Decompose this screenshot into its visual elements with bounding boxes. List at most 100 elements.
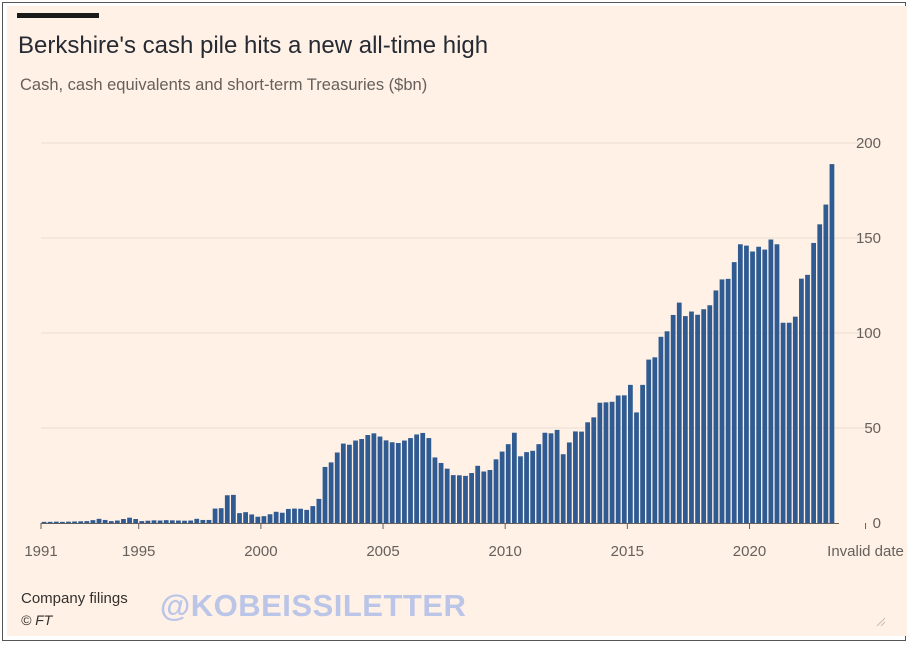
bar xyxy=(395,443,401,523)
bar xyxy=(511,432,517,523)
bar xyxy=(347,444,352,523)
bar xyxy=(90,520,96,523)
bar xyxy=(603,402,609,523)
y-tick-label: 50 xyxy=(864,420,881,437)
bar xyxy=(292,508,297,523)
bar xyxy=(304,509,310,523)
bar xyxy=(786,322,792,523)
bar xyxy=(127,517,132,523)
bar xyxy=(157,520,163,523)
bar xyxy=(432,457,438,523)
bar xyxy=(621,395,627,523)
bar xyxy=(340,443,346,523)
bar xyxy=(701,309,707,523)
bar xyxy=(805,274,810,523)
bar xyxy=(414,434,420,523)
bar xyxy=(66,521,71,523)
x-tick-label: 2000 xyxy=(244,543,277,560)
bar xyxy=(554,429,560,523)
chart-subtitle: Cash, cash equivalents and short-term Tr… xyxy=(20,76,428,94)
bar xyxy=(237,513,242,523)
bar xyxy=(713,290,719,523)
bar xyxy=(133,519,139,523)
bar xyxy=(652,357,658,523)
bar xyxy=(188,520,194,523)
bar xyxy=(548,433,554,523)
bar xyxy=(609,401,615,523)
bar xyxy=(518,456,523,523)
bar xyxy=(823,204,829,523)
bar xyxy=(255,516,261,523)
bar xyxy=(371,433,377,523)
bar xyxy=(670,314,676,523)
bar xyxy=(328,462,334,523)
axes: 0 50 100 150 200 1991 1995 2000 2005 2010 2015 2020… xyxy=(24,135,904,560)
bar xyxy=(750,251,755,524)
bar xyxy=(499,451,505,523)
bar xyxy=(408,438,413,523)
bar xyxy=(444,468,450,523)
x-tick-label: 2015 xyxy=(611,543,644,560)
bar xyxy=(615,395,621,523)
bar xyxy=(273,511,279,523)
bar xyxy=(310,506,316,523)
bar xyxy=(658,336,664,523)
resize-corner-icon xyxy=(876,617,885,626)
bar xyxy=(224,495,230,523)
bar xyxy=(218,508,224,523)
bar xyxy=(102,519,108,523)
bar xyxy=(664,331,670,523)
bar xyxy=(267,514,273,523)
gridlines xyxy=(41,142,877,429)
y-tick-label: 0 xyxy=(873,515,881,532)
y-tick-label: 150 xyxy=(856,230,881,247)
bar xyxy=(59,521,65,523)
bar xyxy=(182,520,187,523)
x-tick-label: 1995 xyxy=(122,543,155,560)
bar xyxy=(72,521,77,523)
bar xyxy=(799,278,804,523)
bar xyxy=(114,520,120,523)
bar xyxy=(121,519,126,523)
bar xyxy=(359,439,365,523)
bar xyxy=(792,316,798,523)
bar-chart: 0 50 100 150 200 1991 1995 2000 2005 2010 2015 2020… xyxy=(24,135,904,560)
bar xyxy=(243,512,248,523)
bar xyxy=(579,431,584,523)
bar xyxy=(96,518,102,523)
bar xyxy=(646,359,652,523)
bar xyxy=(151,520,157,523)
bar xyxy=(731,262,737,523)
bar xyxy=(176,520,181,523)
bar xyxy=(676,302,682,523)
bar xyxy=(145,520,151,523)
bar xyxy=(389,442,395,523)
bar xyxy=(108,521,114,523)
bar xyxy=(334,452,340,523)
bar xyxy=(597,402,603,523)
header-rule xyxy=(17,13,99,18)
bar xyxy=(84,521,90,523)
bar xyxy=(200,519,206,523)
x-tick-label: 2020 xyxy=(733,543,766,560)
bar xyxy=(365,435,371,523)
bar xyxy=(463,475,468,523)
bar xyxy=(53,521,59,523)
bar xyxy=(316,498,322,523)
bar xyxy=(249,514,255,523)
bar xyxy=(475,465,481,523)
bar xyxy=(47,521,53,523)
bar xyxy=(560,454,566,523)
bar xyxy=(139,521,145,523)
bar xyxy=(756,246,762,524)
bar xyxy=(402,440,407,523)
bar xyxy=(426,438,432,523)
bar xyxy=(493,459,499,523)
bar xyxy=(285,508,291,523)
bar xyxy=(536,444,542,523)
bar xyxy=(524,452,529,523)
bar xyxy=(634,412,639,523)
watermark: @KOBEISSILETTER xyxy=(160,588,467,623)
bar xyxy=(530,450,536,523)
source-note: Company filings xyxy=(21,590,128,607)
